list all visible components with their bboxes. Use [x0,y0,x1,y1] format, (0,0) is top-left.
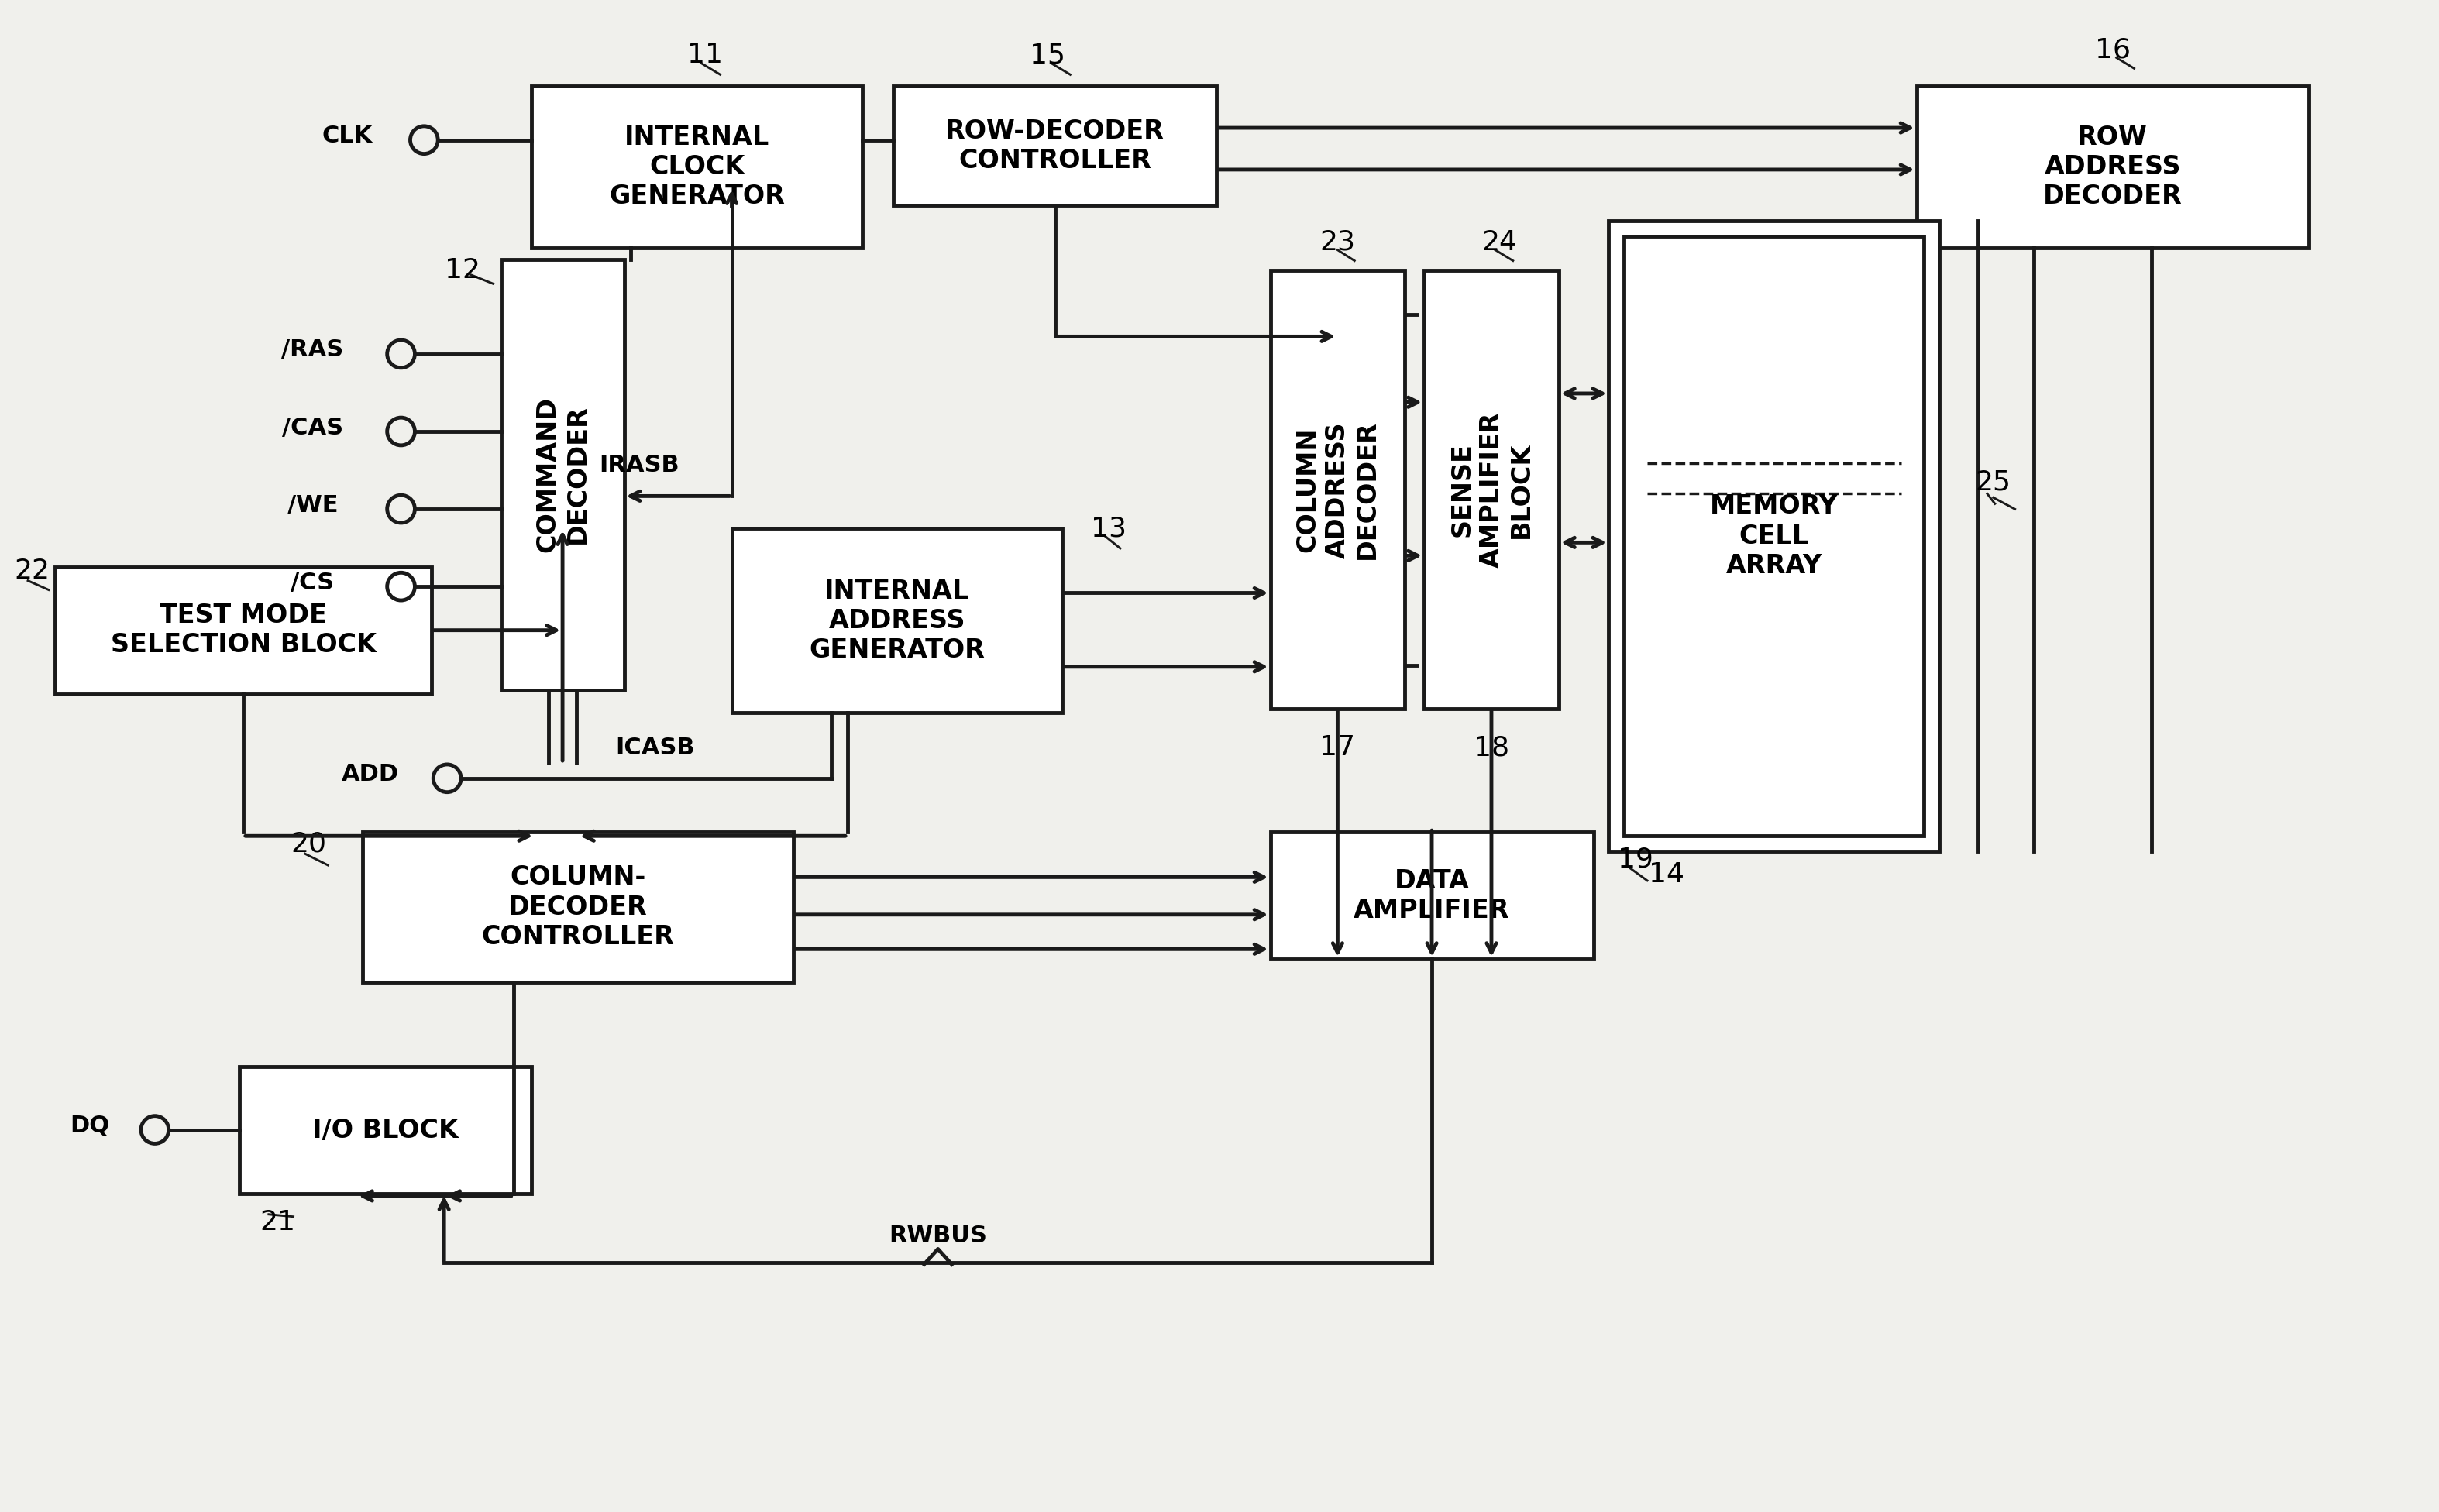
Text: COLUMN
ADDRESS
DECODER: COLUMN ADDRESS DECODER [1295,420,1380,559]
Text: /CAS: /CAS [283,416,344,438]
Text: ICASB: ICASB [615,736,695,759]
Text: 18: 18 [1473,735,1510,761]
Text: ADD: ADD [341,764,400,786]
Text: RWBUS: RWBUS [888,1225,988,1247]
Text: CLK: CLK [322,125,373,147]
Text: ROW-DECODER
CONTROLLER: ROW-DECODER CONTROLLER [946,118,1163,174]
Text: 11: 11 [688,42,722,68]
Bar [1624,236,1924,836]
Bar [363,832,793,983]
Text: /CS: /CS [290,572,334,594]
Bar [239,1066,532,1193]
Text: 22: 22 [15,558,49,584]
Text: 16: 16 [2095,36,2129,64]
Text: /WE: /WE [288,494,339,517]
Bar [1610,221,1939,851]
Text: 20: 20 [290,830,327,857]
Bar [1917,86,2310,248]
Bar [1424,271,1559,709]
Text: IRASB: IRASB [600,454,680,476]
Text: SENSE
AMPLIFIER
BLOCK: SENSE AMPLIFIER BLOCK [1449,411,1534,569]
Bar [54,567,432,694]
Text: MEMORY
CELL
ARRAY: MEMORY CELL ARRAY [1710,494,1839,579]
Bar [1271,271,1405,709]
Text: 17: 17 [1319,735,1356,761]
Text: ROW
ADDRESS
DECODER: ROW ADDRESS DECODER [2044,124,2183,209]
Text: DATA
AMPLIFIER: DATA AMPLIFIER [1354,868,1510,924]
Text: 23: 23 [1319,230,1356,256]
Text: 15: 15 [1029,42,1066,68]
Text: 19: 19 [1617,845,1654,872]
Bar [1271,832,1593,959]
Text: TEST MODE
SELECTION BLOCK: TEST MODE SELECTION BLOCK [110,603,376,658]
Text: 13: 13 [1090,516,1127,541]
Text: I/O BLOCK: I/O BLOCK [312,1117,459,1143]
Text: 21: 21 [261,1210,295,1235]
Text: 25: 25 [1976,469,2012,496]
Bar [893,86,1217,206]
Bar [732,528,1063,714]
Text: DQ: DQ [71,1114,110,1137]
Text: /RAS: /RAS [280,339,344,361]
Text: 14: 14 [1649,862,1685,888]
Bar [532,86,863,248]
Text: 24: 24 [1480,230,1517,256]
Text: INTERNAL
CLOCK
GENERATOR: INTERNAL CLOCK GENERATOR [610,124,785,209]
Text: 12: 12 [444,257,480,284]
Text: INTERNAL
ADDRESS
GENERATOR: INTERNAL ADDRESS GENERATOR [810,578,985,664]
Text: COLUMN-
DECODER
CONTROLLER: COLUMN- DECODER CONTROLLER [480,865,673,950]
Text: COMMAND
DECODER: COMMAND DECODER [534,396,590,552]
Bar [500,259,624,689]
